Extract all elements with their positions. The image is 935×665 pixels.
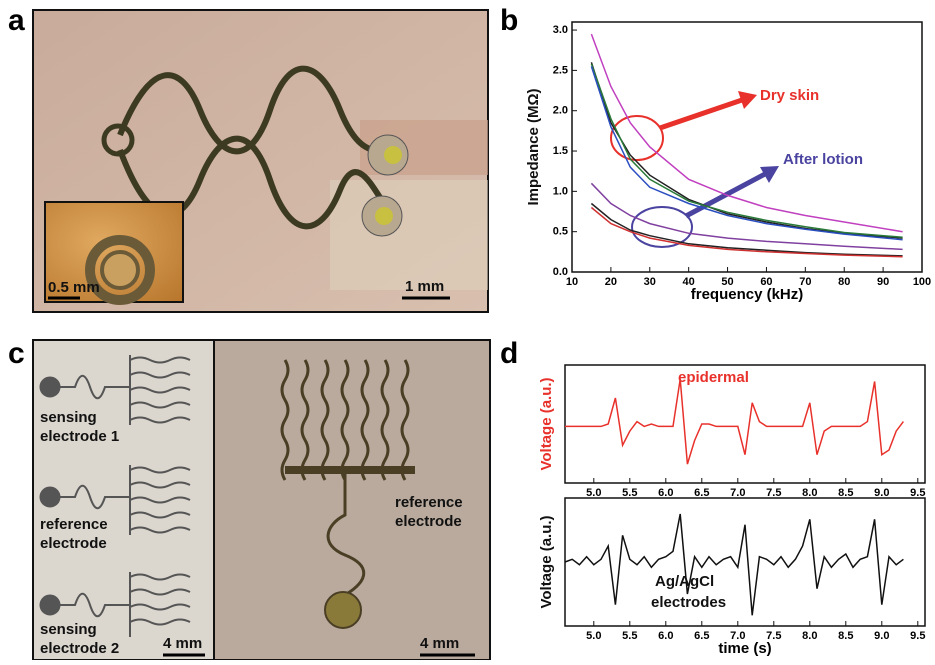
y-tick-label: 2.0: [553, 105, 568, 117]
x-tick-label: 5.5: [622, 487, 637, 499]
x-tick-label: 6.0: [658, 630, 673, 642]
x-tick-label: 7.5: [766, 487, 781, 499]
panel-label: d: [500, 337, 518, 370]
line-series: [565, 379, 903, 464]
x-tick-label: 5.0: [586, 487, 601, 499]
panel-label: b: [500, 4, 518, 37]
electrode-label: electrode: [395, 513, 462, 530]
line-series: [565, 514, 903, 615]
x-tick-label: 9.0: [874, 630, 889, 642]
x-tick-label: 30: [644, 276, 656, 288]
scale-label: 4 mm: [163, 635, 202, 652]
x-tick-label: 8.0: [802, 630, 817, 642]
plot-frame: [565, 498, 925, 626]
y-tick-label: 3.0: [553, 24, 568, 36]
electrode-label: reference: [40, 516, 108, 533]
x-tick-label: 80: [838, 276, 850, 288]
y-tick-label: 1.0: [553, 185, 568, 197]
annotation: Dry skin: [760, 87, 819, 104]
x-tick-label: 5.0: [586, 630, 601, 642]
y-tick-label: 1.5: [553, 145, 568, 157]
x-tick-label: 9.5: [910, 630, 925, 642]
electrode-label: electrode 1: [40, 428, 119, 445]
x-tick-label: 5.5: [622, 630, 637, 642]
x-tick-label: 20: [605, 276, 617, 288]
callouts: [611, 91, 779, 247]
x-tick-label: 9.5: [910, 487, 925, 499]
x-axis-label: frequency (kHz): [691, 286, 804, 303]
annotation: electrodes: [651, 594, 726, 611]
y-axis-label: Voltage (a.u.): [538, 515, 555, 608]
x-tick-label: 7.0: [730, 487, 745, 499]
electrode-label: electrode: [40, 535, 107, 552]
x-tick-label: 100: [913, 276, 931, 288]
annotation: epidermal: [678, 369, 749, 386]
scale-label: 4 mm: [420, 635, 459, 652]
scale-label: 0.5 mm: [48, 279, 100, 296]
x-tick-label: 90: [877, 276, 889, 288]
annotation: Ag/AgCl: [655, 573, 714, 590]
electrode-label: sensing: [40, 621, 97, 638]
x-tick-label: 6.0: [658, 487, 673, 499]
y-axis-label: Voltage (a.u.): [538, 377, 555, 470]
x-tick-label: 9.0: [874, 487, 889, 499]
x-tick-label: 8.5: [838, 630, 853, 642]
x-tick-label: 6.5: [694, 630, 709, 642]
figure: a b c d 0.5 mm 1 mm: [0, 0, 935, 660]
y-tick-label: 2.5: [553, 64, 568, 76]
annotation: After lotion: [783, 151, 863, 168]
line-series: [591, 204, 902, 256]
scale-label: 1 mm: [405, 278, 444, 295]
electrode-label: electrode 2: [40, 640, 119, 657]
x-tick-label: 6.5: [694, 487, 709, 499]
panel-label: c: [8, 337, 25, 370]
y-axis-label: Impedance (MΩ): [525, 88, 542, 205]
photo-a: [33, 10, 488, 312]
electrode-label: reference: [395, 494, 463, 511]
y-tick-label: 0.5: [553, 226, 568, 238]
x-tick-label: 8.0: [802, 487, 817, 499]
panel-label: a: [8, 4, 25, 37]
x-tick-label: 8.5: [838, 487, 853, 499]
y-tick-label: 0.0: [553, 266, 568, 278]
line-series: [591, 34, 902, 232]
electrode-label: sensing: [40, 409, 97, 426]
x-axis-label: time (s): [718, 640, 771, 657]
